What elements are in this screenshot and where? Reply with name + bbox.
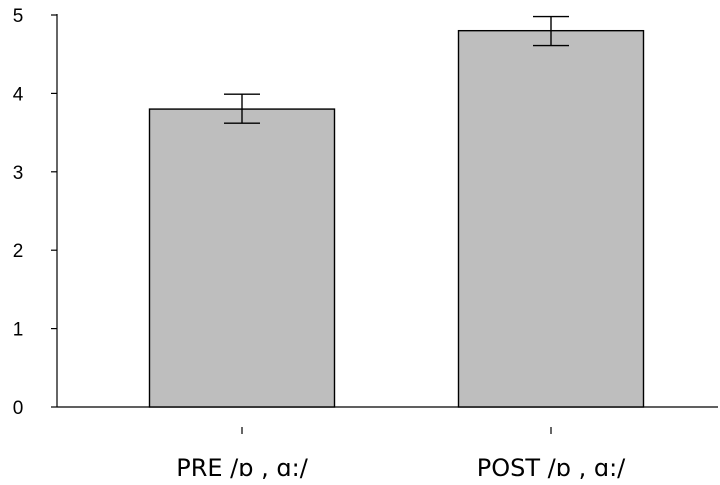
error-bar bbox=[224, 93, 260, 124]
x-tick-label: PRE /ɒ , ɑ:/ bbox=[176, 454, 308, 482]
bar bbox=[457, 29, 645, 408]
tick-labels: 0 1 2 3 4 5 PRE /ɒ , ɑ:/ POST /ɒ , ɑ:/ bbox=[13, 6, 626, 482]
y-tick-label: 1 bbox=[13, 320, 24, 341]
error-bar bbox=[533, 15, 569, 47]
y-tick-label: 2 bbox=[13, 241, 24, 262]
y-tick-label: 4 bbox=[13, 84, 24, 105]
x-tick-label: POST /ɒ , ɑ:/ bbox=[477, 454, 626, 482]
bar bbox=[148, 108, 336, 408]
y-tick-label: 3 bbox=[13, 163, 24, 184]
error-bars bbox=[224, 15, 569, 124]
bars bbox=[148, 29, 645, 408]
y-tick-label: 5 bbox=[13, 6, 24, 27]
y-tick-label: 0 bbox=[13, 398, 24, 419]
